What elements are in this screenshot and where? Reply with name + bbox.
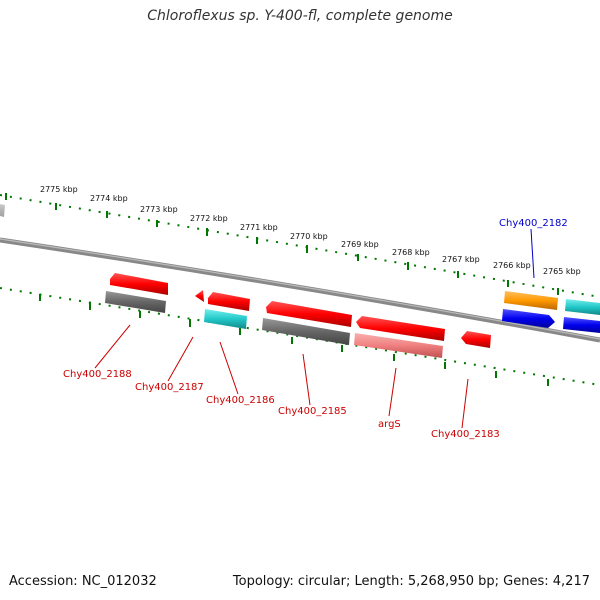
tick-label: 2771 kbp <box>240 223 278 232</box>
gene-arrow-2186[interactable] <box>208 292 250 311</box>
gene-label[interactable]: argS <box>378 419 401 430</box>
gene-label[interactable]: Chy400_2186 <box>206 395 275 406</box>
bottom-ruler <box>0 287 600 386</box>
tick-label: 2769 kbp <box>341 240 379 249</box>
accession-text: Accession: NC_012032 <box>9 574 157 589</box>
genome-summary-text: Topology: circular; Length: 5,268,950 bp… <box>232 574 590 589</box>
gene-label[interactable]: Chy400_2182 <box>499 218 568 229</box>
tick-label: 2772 kbp <box>190 214 228 223</box>
gene-label[interactable]: Chy400_2185 <box>278 406 347 417</box>
rna-cyan-2186[interactable] <box>204 309 247 329</box>
tick-label: 2775 kbp <box>40 185 78 194</box>
genome-backbone <box>0 237 600 343</box>
gene-label[interactable]: Chy400_2188 <box>63 369 132 380</box>
page-title: Chloroflexus sp. Y-400-fl, complete geno… <box>147 8 453 24</box>
gene-label[interactable]: Chy400_2187 <box>135 382 204 393</box>
gene-arrow-blue-2182[interactable] <box>502 309 555 328</box>
label-leaders <box>94 228 535 429</box>
gene-arrow-2188[interactable] <box>110 273 168 295</box>
gene-cyan-right[interactable] <box>565 299 600 315</box>
gene-orange-2182[interactable] <box>504 291 558 310</box>
rna-gray-2188[interactable] <box>105 291 166 313</box>
bottom-major-ticks <box>39 294 549 386</box>
gene-arrow-2185[interactable] <box>266 301 352 327</box>
tick-label: 2766 kbp <box>493 261 531 270</box>
genome-backbone-highlight <box>0 238 600 340</box>
gene-arrow-2187[interactable] <box>195 290 204 302</box>
tick-label: 2767 kbp <box>442 255 480 264</box>
tick-label: 2765 kbp <box>543 267 581 276</box>
top-ruler <box>0 194 600 298</box>
top-major-ticks <box>5 193 559 295</box>
tick-label: 2773 kbp <box>140 205 178 214</box>
gene-arrow-2183[interactable] <box>461 331 491 348</box>
gene-arrow-args[interactable] <box>356 316 445 341</box>
gene-feature-gray[interactable] <box>0 204 5 217</box>
tick-label: 2774 kbp <box>90 194 128 203</box>
tick-label: 2770 kbp <box>290 232 328 241</box>
gene-label[interactable]: Chy400_2183 <box>431 429 500 440</box>
rna-pink-args[interactable] <box>354 333 443 358</box>
tick-label: 2768 kbp <box>392 248 430 257</box>
rna-gray-2185[interactable] <box>262 318 350 345</box>
gene-blue-right[interactable] <box>563 317 600 333</box>
